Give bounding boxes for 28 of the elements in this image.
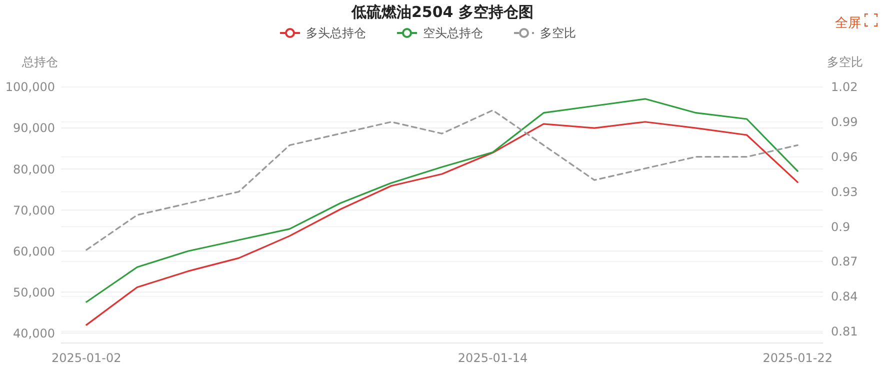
x-tick-label: 2025-01-02 — [52, 351, 122, 365]
y2-tick-label: 0.9 — [831, 220, 850, 234]
x-tick-label: 2025-01-22 — [762, 351, 832, 365]
y-axis-title: 总持仓 — [21, 55, 58, 69]
line-series — [86, 121, 798, 326]
y2-tick-label: 0.87 — [831, 254, 858, 269]
y-tick-label: 90,000 — [13, 121, 55, 136]
text: 全屏 — [835, 16, 861, 31]
y2-tick-label: 0.84 — [831, 290, 858, 304]
y2-tick-label: 0.96 — [831, 150, 858, 164]
y2-tick-label: 1.02 — [831, 80, 858, 94]
y2-axis-title: 多空比 — [827, 55, 863, 69]
y2-tick-label: 0.81 — [831, 324, 858, 339]
y-tick-label: 80,000 — [13, 162, 55, 176]
y-tick-label: 70,000 — [13, 203, 55, 218]
y-tick-label: 40,000 — [13, 326, 55, 340]
x-tick-label: 2025-01-14 — [458, 351, 528, 365]
y-tick-label: 60,000 — [13, 244, 55, 258]
legend-label: 多头总持仓 — [306, 26, 366, 40]
line-series — [86, 109, 798, 251]
legend-label: 多空比 — [540, 26, 576, 40]
y2-tick-label: 0.99 — [831, 115, 858, 130]
y-tick-label: 100,000 — [5, 80, 55, 94]
line-series — [86, 98, 798, 303]
y-tick-label: 50,000 — [13, 285, 55, 300]
legend-label: 空头总持仓 — [423, 26, 483, 40]
chart-title: 低硫燃油2504 多空持仓图 — [350, 3, 534, 21]
y2-tick-label: 0.93 — [831, 184, 858, 199]
